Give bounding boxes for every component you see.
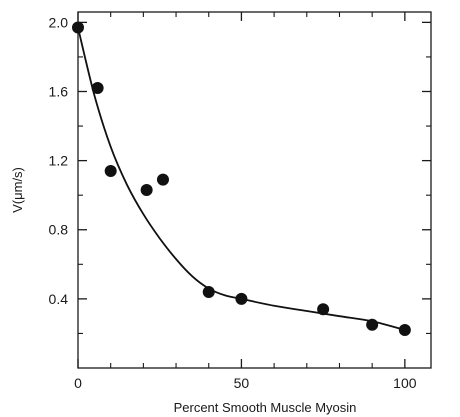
y-tick-label: 0.8 (49, 222, 69, 238)
data-points (72, 21, 411, 336)
x-tick-label: 100 (393, 375, 417, 391)
fit-curve-layer (77, 27, 406, 331)
x-axis-title: Percent Smooth Muscle Myosin (174, 400, 357, 415)
fit-curve (77, 27, 406, 331)
data-point (317, 303, 330, 316)
data-point (156, 173, 169, 186)
x-tick-label: 0 (74, 375, 82, 391)
data-point (91, 82, 104, 95)
data-point (140, 184, 153, 196)
plot-frame (77, 11, 432, 369)
data-point (366, 318, 379, 331)
data-point (104, 164, 117, 177)
ticks: 0 50 100 0.4 0.8 1.2 1.6 2.0 (49, 12, 431, 391)
data-point (72, 21, 84, 34)
data-point (202, 285, 215, 298)
data-point (235, 292, 248, 305)
y-tick-label: 0.4 (49, 291, 69, 307)
y-tick-label: 1.6 (49, 83, 69, 99)
data-point (398, 323, 411, 336)
y-tick-label: 2.0 (49, 14, 69, 30)
y-tick-label: 1.2 (49, 153, 69, 169)
x-tick-label: 50 (234, 375, 250, 391)
axes (77, 11, 432, 369)
y-axis-title: V(μm/s) (10, 167, 25, 213)
